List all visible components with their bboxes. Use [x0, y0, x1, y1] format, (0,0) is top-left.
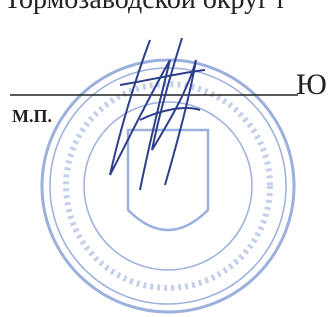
page: Тормозаводской округ г Ю М.П. (() => { c… [0, 0, 328, 317]
stamp-text-ring [66, 84, 270, 288]
signature-suffix: Ю [296, 68, 327, 102]
stamp-and-signature [0, 0, 328, 317]
stamp-center-ring [84, 102, 252, 270]
header-text: Тормозаводской округ г [4, 0, 288, 16]
stamp-label: М.П. [12, 106, 52, 127]
stamp [42, 60, 294, 312]
stamp-outer-ring [42, 60, 294, 312]
stamp-emblem [128, 130, 208, 230]
stamp-inner-ring [50, 68, 286, 304]
